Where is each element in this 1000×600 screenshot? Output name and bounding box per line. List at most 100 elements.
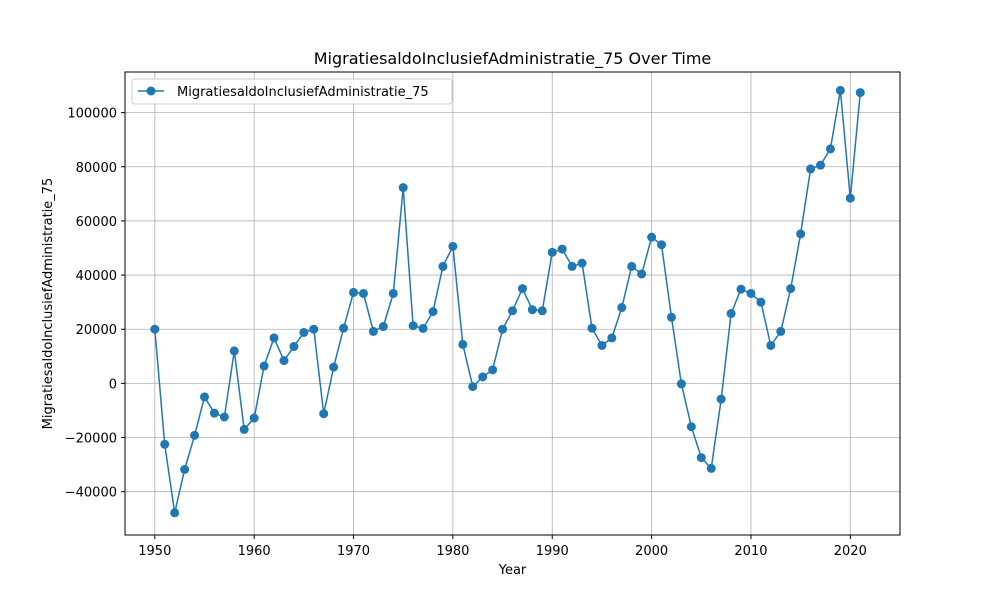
data-point <box>806 164 816 174</box>
chart-title: MigratiesaldoInclusiefAdministratie_75 O… <box>314 49 712 69</box>
data-point <box>498 324 508 334</box>
y-tick-label: −40000 <box>65 486 117 501</box>
data-point <box>547 247 557 257</box>
data-point <box>309 324 319 334</box>
data-point <box>676 379 686 389</box>
x-tick-label: 2020 <box>834 544 867 559</box>
x-tick-label: 1950 <box>138 544 171 559</box>
y-tick-label: 40000 <box>76 269 117 284</box>
data-point <box>587 323 597 333</box>
data-point <box>716 394 726 404</box>
data-point <box>458 339 468 349</box>
data-point <box>408 321 418 331</box>
legend-box <box>131 78 453 105</box>
data-point <box>349 287 359 297</box>
data-point <box>816 160 826 170</box>
data-point <box>508 306 517 316</box>
x-tick-label: 1980 <box>436 544 469 559</box>
data-point <box>448 241 458 251</box>
data-point <box>438 261 448 271</box>
x-tick-label: 1970 <box>337 544 370 559</box>
data-point <box>378 322 388 332</box>
legend-entry: MigratiesaldoInclusiefAdministratie_75 <box>177 85 429 100</box>
data-point <box>319 409 329 419</box>
y-tick-label: 80000 <box>76 161 117 176</box>
data-point <box>517 284 527 294</box>
data-point <box>726 309 736 319</box>
y-tick-label: 60000 <box>76 215 117 230</box>
data-point <box>339 323 349 333</box>
data-point <box>468 382 478 392</box>
data-point <box>746 288 756 298</box>
series-layer <box>150 85 865 518</box>
x-tick-label: 1960 <box>238 544 271 559</box>
legend: MigratiesaldoInclusiefAdministratie_75 <box>131 78 453 105</box>
data-point <box>209 408 219 418</box>
data-point <box>607 333 617 343</box>
y-tick-label: 100000 <box>67 107 117 122</box>
x-tick-label: 2000 <box>635 544 668 559</box>
data-point <box>299 327 309 337</box>
data-point <box>835 85 845 95</box>
y-axis-label: MigratiesaldoInclusiefAdministratie_75 <box>41 178 56 430</box>
data-point <box>686 422 696 432</box>
data-point <box>647 232 657 242</box>
data-point <box>577 258 587 268</box>
data-point <box>597 340 607 350</box>
data-point <box>617 303 627 313</box>
legend-marker-swatch <box>146 86 156 96</box>
data-point <box>170 508 180 518</box>
data-point <box>786 284 796 294</box>
series-line <box>154 90 862 513</box>
data-point <box>627 261 637 271</box>
data-point <box>269 333 279 343</box>
data-point <box>657 240 667 250</box>
data-point <box>358 288 368 298</box>
data-point <box>418 323 428 333</box>
data-point <box>259 361 269 371</box>
data-point <box>855 88 865 98</box>
data-point <box>329 362 339 372</box>
data-point <box>527 305 537 315</box>
data-point <box>776 326 786 336</box>
data-point <box>160 439 170 449</box>
data-point <box>706 463 716 473</box>
data-point <box>180 464 190 474</box>
data-point <box>190 430 200 440</box>
data-point <box>219 412 229 422</box>
data-point <box>388 288 398 298</box>
data-point <box>845 193 855 203</box>
plot-frame <box>124 71 901 536</box>
axis-ticks: 1950 1960 1970 1980 1990 2000 2010 2020 −40000 −2… <box>65 107 867 559</box>
y-tick-label: 0 <box>109 377 117 392</box>
data-point <box>488 365 498 375</box>
data-point <box>428 307 438 317</box>
x-axis-label: Year <box>498 563 527 578</box>
data-point <box>567 261 577 271</box>
data-point <box>796 229 806 239</box>
y-tick-label: 20000 <box>76 323 117 338</box>
data-point <box>557 244 567 254</box>
data-point <box>825 144 835 154</box>
y-tick-label: −20000 <box>65 432 117 447</box>
data-point <box>766 340 776 350</box>
data-point <box>239 424 249 434</box>
x-tick-label: 2010 <box>734 544 767 559</box>
data-point <box>478 372 488 382</box>
data-point <box>199 392 209 402</box>
data-point <box>696 453 706 463</box>
data-point <box>666 312 676 322</box>
x-tick-label: 1990 <box>536 544 569 559</box>
data-point <box>249 413 259 423</box>
data-point <box>756 297 766 307</box>
data-point <box>368 326 378 336</box>
data-point <box>537 306 547 316</box>
data-point <box>398 183 408 193</box>
data-point <box>279 356 289 366</box>
data-point <box>150 324 160 334</box>
grid <box>125 72 900 535</box>
data-point <box>637 269 647 279</box>
data-point <box>229 346 239 356</box>
data-point <box>736 284 746 294</box>
